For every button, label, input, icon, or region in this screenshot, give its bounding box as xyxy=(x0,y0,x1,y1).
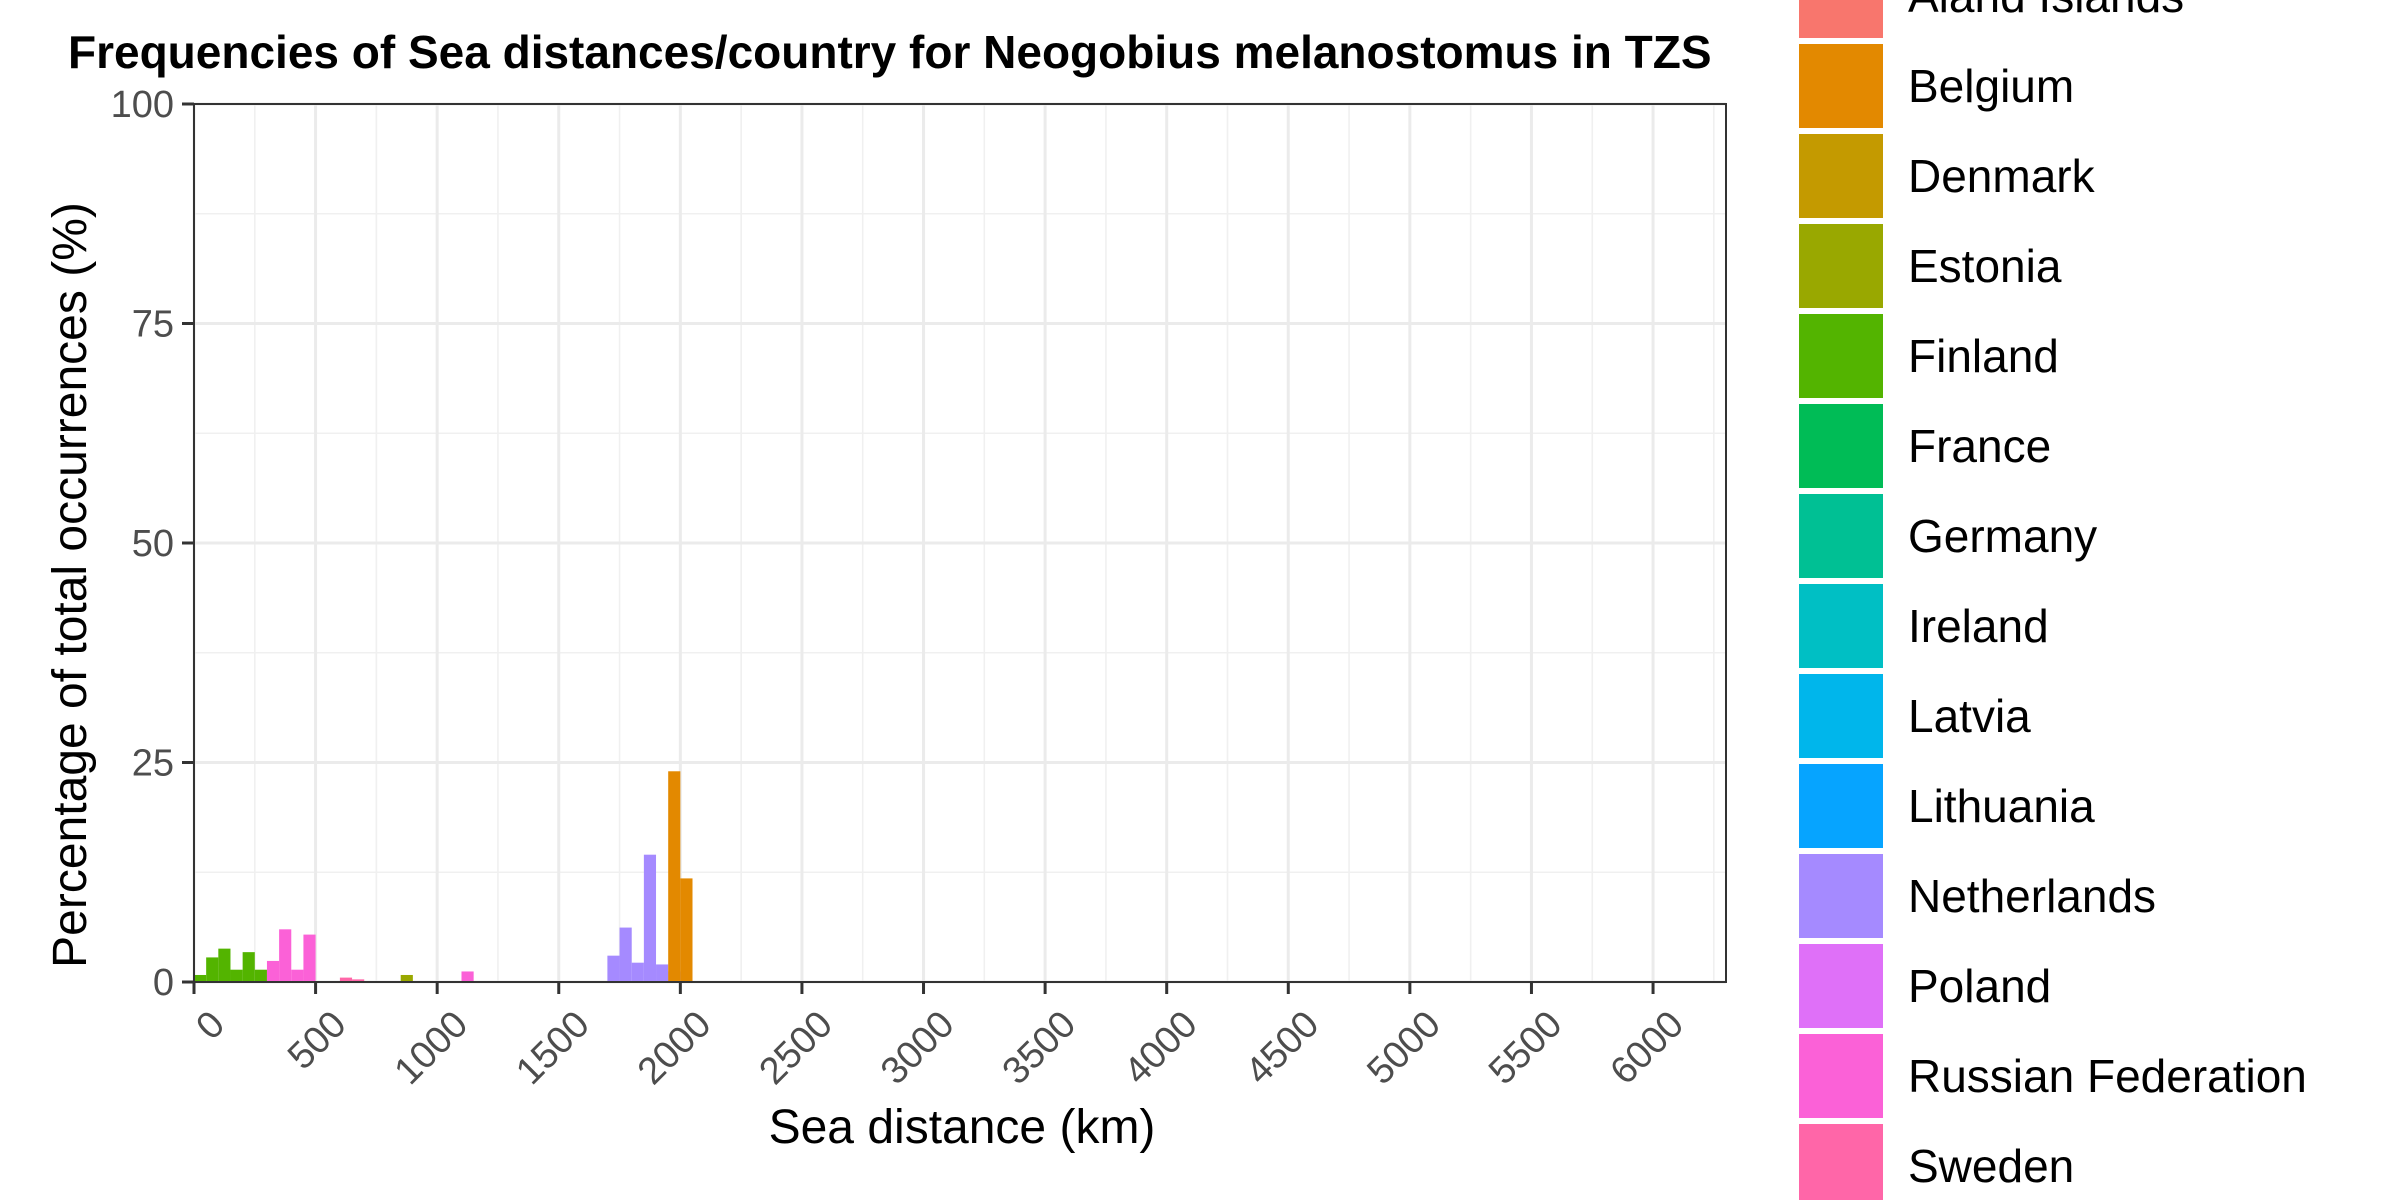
legend-item: Sweden xyxy=(1799,1124,2074,1200)
legend-label: Sweden xyxy=(1908,1140,2074,1192)
legend-key xyxy=(1799,584,1883,668)
histogram-bar xyxy=(607,955,620,982)
histogram-bar xyxy=(291,969,304,982)
legend-label: Denmark xyxy=(1908,150,2096,202)
x-tick-label: 2000 xyxy=(630,1003,719,1092)
histogram-bar xyxy=(254,969,267,982)
histogram-bar xyxy=(230,969,243,982)
legend-label: France xyxy=(1908,420,2051,472)
legend-label: Poland xyxy=(1908,960,2051,1012)
histogram-bar xyxy=(194,974,207,982)
x-tick-label: 3000 xyxy=(873,1003,962,1092)
histogram-bar xyxy=(680,878,693,982)
legend-item: Finland xyxy=(1799,314,2059,398)
x-tick-label: 5500 xyxy=(1481,1003,1570,1092)
x-tick-label: 4000 xyxy=(1116,1003,1205,1092)
legend-item: Russian Federation xyxy=(1799,1034,2307,1118)
histogram-bar xyxy=(242,952,255,982)
legend-item: Latvia xyxy=(1799,674,2031,758)
legend-item: Lithuania xyxy=(1799,764,2095,848)
legend-key xyxy=(1799,854,1883,938)
legend-item: Ireland xyxy=(1799,584,2049,668)
legend-item: Åland Islands xyxy=(1799,0,2184,38)
legend-key xyxy=(1799,1124,1883,1200)
legend-item: Belgium xyxy=(1799,44,2074,128)
x-tick-label: 4500 xyxy=(1238,1003,1327,1092)
y-tick-label: 50 xyxy=(132,523,174,565)
legend-item: Netherlands xyxy=(1799,854,2156,938)
bar-layer xyxy=(194,771,693,982)
legend: Åland Islands Belgium Denmark Estonia Finlan… xyxy=(1799,0,2307,1200)
legend-key xyxy=(1799,314,1883,398)
histogram-bar xyxy=(619,927,632,982)
histogram-bar xyxy=(218,948,231,982)
x-tick-label: 5000 xyxy=(1359,1003,1448,1092)
histogram-bar xyxy=(400,974,413,982)
legend-key xyxy=(1799,764,1883,848)
histogram-bar xyxy=(643,854,657,982)
legend-key xyxy=(1799,44,1883,128)
legend-key xyxy=(1799,224,1883,308)
y-tick-label: 75 xyxy=(132,304,174,346)
legend-item: Germany xyxy=(1799,494,2097,578)
x-tick-label: 1500 xyxy=(508,1003,597,1092)
legend-label: Netherlands xyxy=(1908,870,2156,922)
histogram-bar xyxy=(303,934,316,982)
legend-key xyxy=(1799,134,1883,218)
legend-key xyxy=(1799,404,1883,488)
legend-label: Belgium xyxy=(1908,60,2074,112)
x-tick-label: 3500 xyxy=(995,1003,1084,1092)
histogram-bar xyxy=(339,977,353,982)
legend-item: Estonia xyxy=(1799,224,2062,308)
histogram-bar xyxy=(656,964,669,982)
histogram-bar xyxy=(266,960,280,982)
legend-label: Estonia xyxy=(1908,240,2062,292)
legend-key xyxy=(1799,674,1883,758)
legend-key xyxy=(1799,494,1883,578)
legend-key xyxy=(1799,1034,1883,1118)
y-tick-label: 0 xyxy=(153,962,174,1004)
y-axis-title: Percentage of total occurrences (%) xyxy=(44,202,97,968)
x-tick-label: 6000 xyxy=(1603,1003,1692,1092)
x-axis-title: Sea distance (km) xyxy=(769,1101,1156,1154)
grid-layer xyxy=(192,102,1726,984)
chart-title: Frequencies of Sea distances/country for… xyxy=(68,26,1712,78)
legend-label: Lithuania xyxy=(1908,780,2095,832)
y-tick-label: 100 xyxy=(111,84,174,126)
histogram-bar xyxy=(279,929,292,982)
legend-label: Latvia xyxy=(1908,690,2031,742)
histogram-bar xyxy=(206,957,219,982)
x-tick-label: 0 xyxy=(188,1003,233,1048)
legend-key xyxy=(1799,944,1883,1028)
legend-item: France xyxy=(1799,404,2051,488)
x-tick-label: 1000 xyxy=(387,1003,476,1092)
legend-item: Denmark xyxy=(1799,134,2096,218)
histogram-bar xyxy=(668,771,681,982)
histogram-bar xyxy=(352,979,365,982)
histogram-bar xyxy=(631,962,644,982)
legend-label: Ireland xyxy=(1908,600,2049,652)
x-tick-label: 500 xyxy=(280,1003,355,1078)
x-tick-label: 2500 xyxy=(751,1003,840,1092)
histogram-bar xyxy=(461,971,474,982)
legend-item: Poland xyxy=(1799,944,2051,1028)
legend-label: Åland Islands xyxy=(1908,0,2184,22)
y-tick-label: 25 xyxy=(132,743,174,785)
legend-label: Russian Federation xyxy=(1908,1050,2307,1102)
legend-label: Finland xyxy=(1908,330,2059,382)
legend-key xyxy=(1799,0,1883,38)
legend-label: Germany xyxy=(1908,510,2097,562)
